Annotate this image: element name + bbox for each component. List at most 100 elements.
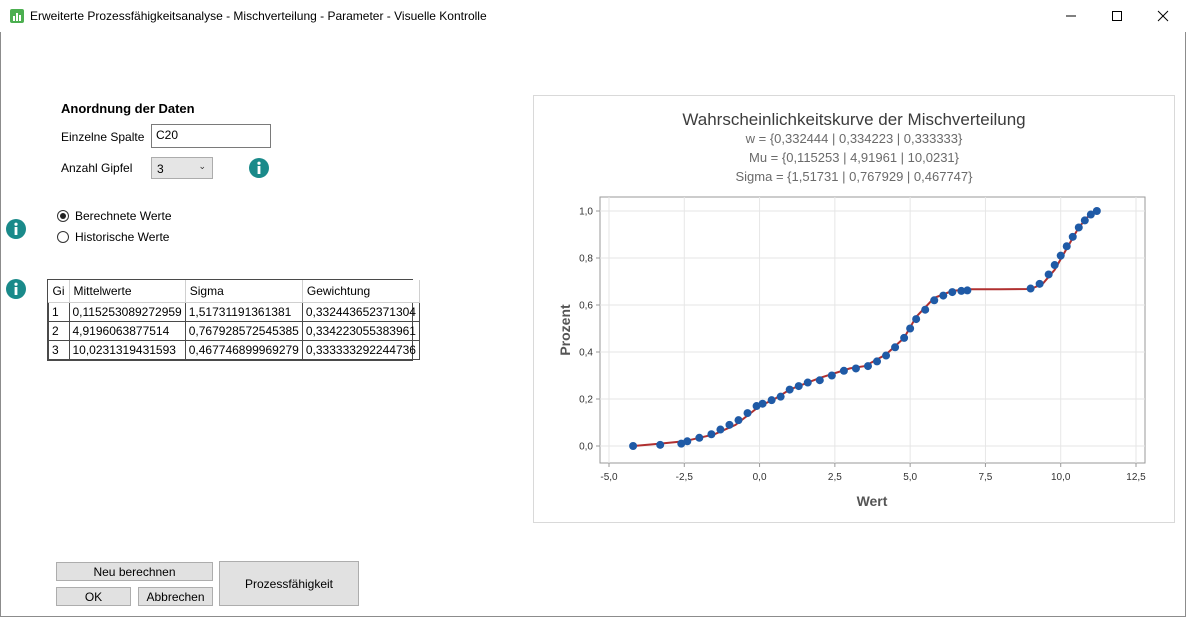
grid-cell[interactable]: 0,767928572545385 xyxy=(184,320,303,341)
radio-circle xyxy=(57,231,69,243)
chart-subtitle: Mu = {0,115253 | 4,91961 | 10,0231} xyxy=(749,150,960,165)
data-point xyxy=(863,362,872,371)
table-row: 2 4,9196063877514 0,767928572545385 0,33… xyxy=(48,320,420,341)
x-tick-label: 10,0 xyxy=(1051,472,1071,483)
data-point xyxy=(734,416,743,425)
grid-cell[interactable]: 3 xyxy=(48,339,70,360)
y-axis-ticks: 0,0 0,2 0,4 0,6 0,8 1,0 xyxy=(579,207,600,453)
y-axis-label: Prozent xyxy=(557,304,573,356)
radio-historical-values[interactable]: Historische Werte xyxy=(57,230,169,244)
title-bar[interactable]: Erweiterte Prozessfähigkeitsanalyse - Mi… xyxy=(0,0,1186,32)
data-point xyxy=(939,291,948,300)
data-point xyxy=(827,371,836,380)
info-icon[interactable] xyxy=(6,219,26,239)
grid-cell[interactable]: 0,333333292244736 xyxy=(301,339,420,360)
data-point xyxy=(743,409,752,418)
grid-cell[interactable]: 4,9196063877514 xyxy=(68,320,186,341)
x-tick-label: 5,0 xyxy=(903,472,917,483)
data-point xyxy=(1086,210,1095,219)
grid-cell[interactable]: 0,467746899969279 xyxy=(184,339,303,360)
grid-cell[interactable]: 0,332443652371304 xyxy=(301,301,420,322)
section-title: Anordnung der Daten xyxy=(61,101,195,116)
fitted-curve xyxy=(633,210,1098,447)
grid-cell[interactable]: 0,334223055383961 xyxy=(301,320,420,341)
chart-subtitle: w = {0,332444 | 0,334223 | 0,333333} xyxy=(745,131,963,146)
grid-lines xyxy=(600,197,1145,463)
chart-panel: Wahrscheinlichkeitskurve der Mischvertei… xyxy=(533,95,1175,523)
bar-chart-icon xyxy=(10,9,24,23)
minimize-button[interactable] xyxy=(1048,0,1094,32)
x-axis-ticks: -5,0 -2,5 0,0 2,5 5,0 7,5 10,0 12,5 xyxy=(600,463,1146,483)
grid-header-row: Gi Mittelwerte Sigma Gewichtung xyxy=(48,280,420,303)
data-point xyxy=(912,315,921,324)
radio-label: Historische Werte xyxy=(75,230,170,244)
data-point xyxy=(1068,232,1077,241)
close-button[interactable] xyxy=(1140,0,1186,32)
data-point xyxy=(930,296,939,305)
data-point xyxy=(767,396,776,405)
radio-calculated-values[interactable]: Berechnete Werte xyxy=(57,209,172,223)
data-point xyxy=(839,366,848,375)
data-point xyxy=(1026,284,1035,293)
radio-circle xyxy=(57,210,69,222)
grid-cell[interactable]: 1,51731191361381 xyxy=(184,301,303,322)
data-point xyxy=(716,425,725,434)
y-tick-label: 0,4 xyxy=(579,348,593,359)
grid-header[interactable]: Sigma xyxy=(185,280,303,303)
grid-header[interactable]: Gewichtung xyxy=(302,280,420,303)
peaks-select[interactable]: 3 ⌄ xyxy=(151,157,213,179)
data-point xyxy=(656,440,665,449)
recalculate-button[interactable]: Neu berechnen xyxy=(56,562,213,581)
x-tick-label: 0,0 xyxy=(753,472,767,483)
data-point xyxy=(629,442,638,450)
x-tick-label: 12,5 xyxy=(1126,472,1146,483)
data-point xyxy=(1092,207,1101,215)
data-point xyxy=(794,382,803,391)
chart-title: Wahrscheinlichkeitskurve der Mischvertei… xyxy=(682,110,1025,129)
maximize-button[interactable] xyxy=(1094,0,1140,32)
grid-cell[interactable]: 10,0231319431593 xyxy=(68,339,186,360)
data-point xyxy=(1050,261,1059,270)
data-point xyxy=(1080,216,1089,225)
info-icon[interactable] xyxy=(6,279,26,299)
close-icon xyxy=(1157,10,1169,22)
plot-area xyxy=(599,196,1146,464)
x-tick-label: -5,0 xyxy=(600,472,618,483)
grid-header[interactable]: Gi xyxy=(48,280,70,303)
radio-label: Berechnete Werte xyxy=(75,209,172,223)
y-tick-label: 0,0 xyxy=(579,442,593,453)
window-title: Erweiterte Prozessfähigkeitsanalyse - Mi… xyxy=(30,9,487,23)
cancel-button[interactable]: Abbrechen xyxy=(138,587,213,606)
y-tick-label: 0,8 xyxy=(579,254,593,265)
data-point xyxy=(957,286,966,295)
data-point xyxy=(1035,279,1044,288)
data-point xyxy=(900,333,909,342)
table-row: 3 10,0231319431593 0,467746899969279 0,3… xyxy=(48,339,420,360)
grid-cell[interactable]: 2 xyxy=(48,320,70,341)
data-point xyxy=(873,357,882,366)
x-tick-label: 2,5 xyxy=(828,472,842,483)
parameter-grid[interactable]: Gi Mittelwerte Sigma Gewichtung 1 0,1152… xyxy=(47,279,420,361)
x-tick-label: 7,5 xyxy=(978,472,992,483)
process-capability-button[interactable]: Prozessfähigkeit xyxy=(219,561,359,606)
data-point xyxy=(851,364,860,373)
info-icon[interactable] xyxy=(249,158,269,178)
grid-cell[interactable]: 0,115253089272959 xyxy=(68,301,186,322)
data-point xyxy=(725,420,734,429)
data-point xyxy=(785,385,794,394)
single-column-input[interactable]: C20 xyxy=(151,124,271,148)
data-point xyxy=(683,437,692,446)
peaks-select-value: 3 xyxy=(157,162,164,176)
ok-button[interactable]: OK xyxy=(56,587,131,606)
grid-header[interactable]: Mittelwerte xyxy=(69,280,186,303)
data-point xyxy=(948,288,957,297)
data-point xyxy=(963,286,972,295)
data-point xyxy=(1074,223,1083,232)
data-point xyxy=(752,402,761,411)
data-point xyxy=(1044,270,1053,279)
data-point xyxy=(891,343,900,352)
x-axis-label: Wert xyxy=(857,493,888,509)
probability-chart: Wahrscheinlichkeitskurve der Mischvertei… xyxy=(557,110,1146,509)
table-row: 1 0,115253089272959 1,51731191361381 0,3… xyxy=(48,301,420,322)
grid-cell[interactable]: 1 xyxy=(48,301,70,322)
